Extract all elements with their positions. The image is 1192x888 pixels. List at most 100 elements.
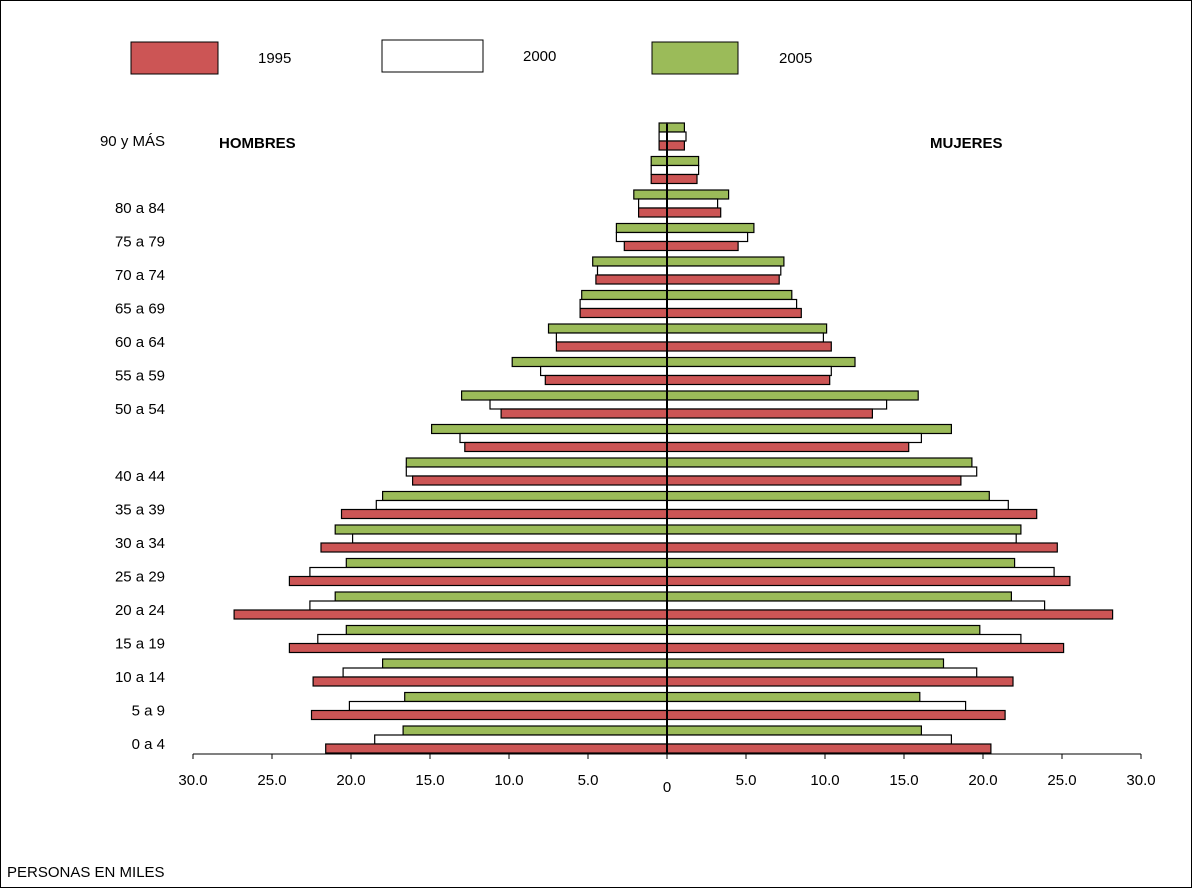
- legend-label-2000: 2000: [523, 48, 556, 65]
- bar-mujeres-2005-16: [666, 189, 730, 200]
- bar-mujeres-1995-16: [666, 207, 722, 218]
- bar-mujeres-2000-7: [666, 499, 1009, 511]
- x-tick-label: 30.0: [1126, 772, 1155, 789]
- bar-mujeres-2000-0: [666, 734, 952, 745]
- bar-mujeres-2005-12: [666, 323, 828, 334]
- bar-mujeres-2000-11: [666, 365, 832, 377]
- bar-hombres-2005-6: [334, 524, 668, 535]
- x-tick-label: 5.0: [578, 772, 599, 789]
- x-tick-label: 25.0: [257, 772, 286, 789]
- bar-mujeres-1995-2: [666, 676, 1014, 687]
- category-label: 35 a 39: [115, 502, 165, 519]
- bar-hombres-2005-3: [345, 624, 668, 636]
- bar-hombres-2000-18: [658, 131, 668, 142]
- bar-hombres-2000-3: [317, 633, 668, 645]
- category-label: 75 a 79: [115, 234, 165, 251]
- bar-mujeres-1995-4: [666, 609, 1114, 620]
- bar-hombres-1995-10: [500, 408, 668, 419]
- bar-mujeres-1995-9: [666, 441, 910, 453]
- bar-hombres-2005-15: [615, 222, 668, 234]
- bar-mujeres-2000-13: [666, 298, 798, 310]
- bar-mujeres-2000-8: [666, 466, 978, 477]
- x-tick-label: 30.0: [178, 772, 207, 789]
- bar-mujeres-2000-9: [666, 432, 922, 444]
- bar-hombres-2000-14: [596, 265, 668, 276]
- bar-mujeres-2000-3: [666, 633, 1022, 645]
- x-tick-label: 15.0: [889, 772, 918, 789]
- bar-mujeres-2005-9: [666, 423, 952, 435]
- bar-hombres-1995-14: [595, 274, 668, 285]
- bar-hombres-2000-10: [489, 399, 668, 410]
- bar-mujeres-1995-1: [666, 709, 1006, 721]
- bar-hombres-2000-5: [309, 566, 668, 578]
- bar-mujeres-1995-14: [666, 274, 780, 285]
- bar-hombres-2005-18: [658, 122, 668, 133]
- legend-label-2005: 2005: [779, 50, 812, 67]
- bar-mujeres-2005-18: [666, 122, 685, 133]
- bar-mujeres-1995-15: [666, 240, 739, 252]
- bar-hombres-1995-3: [288, 642, 668, 654]
- bar-hombres-2000-0: [374, 734, 668, 745]
- category-label: 90 y MÁS: [100, 133, 165, 150]
- bar-mujeres-2005-10: [666, 390, 919, 401]
- bar-mujeres-1995-17: [666, 173, 698, 185]
- category-label: 40 a 44: [115, 468, 165, 485]
- bar-mujeres-2000-17: [666, 164, 700, 176]
- bar-hombres-2005-2: [382, 658, 668, 669]
- bar-hombres-1995-9: [464, 441, 668, 453]
- category-label: 0 a 4: [132, 736, 165, 753]
- x-tick-label: 5.0: [736, 772, 757, 789]
- x-tick-label: 10.0: [494, 772, 523, 789]
- category-label: 80 a 84: [115, 200, 165, 217]
- bar-mujeres-2000-6: [666, 533, 1017, 544]
- category-label: 70 a 74: [115, 267, 165, 284]
- bar-hombres-2005-4: [334, 591, 668, 602]
- bar-hombres-1995-17: [650, 173, 668, 185]
- bar-hombres-2000-1: [348, 700, 668, 712]
- bar-hombres-1995-1: [310, 709, 668, 721]
- bar-mujeres-2005-3: [666, 624, 981, 636]
- category-label: 30 a 34: [115, 535, 165, 552]
- bar-mujeres-2005-15: [666, 222, 755, 234]
- bar-hombres-2000-4: [309, 600, 668, 611]
- bar-hombres-1995-2: [312, 676, 668, 687]
- bar-hombres-2005-14: [592, 256, 668, 267]
- bar-hombres-2005-9: [431, 423, 668, 435]
- bar-mujeres-2005-0: [666, 725, 922, 736]
- bar-hombres-2005-8: [405, 457, 668, 468]
- bar-mujeres-2005-4: [666, 591, 1012, 602]
- bar-mujeres-2005-14: [666, 256, 785, 267]
- bar-hombres-1995-6: [320, 542, 668, 553]
- bar-mujeres-2005-13: [666, 289, 793, 301]
- bar-hombres-1995-12: [555, 341, 668, 352]
- bar-hombres-2000-17: [650, 164, 668, 176]
- bar-hombres-2005-16: [633, 189, 668, 200]
- bar-mujeres-2000-1: [666, 700, 967, 712]
- bar-mujeres-2000-12: [666, 332, 824, 343]
- bar-hombres-2005-12: [547, 323, 668, 334]
- category-label: 10 a 14: [115, 669, 165, 686]
- x-tick-label: 20.0: [336, 772, 365, 789]
- bar-hombres-2000-9: [459, 432, 668, 444]
- bar-mujeres-2005-8: [666, 457, 973, 468]
- bar-mujeres-2000-18: [666, 131, 687, 142]
- bar-hombres-2005-0: [402, 725, 668, 736]
- units-label: PERSONAS EN MILES: [7, 864, 165, 881]
- bar-hombres-2005-1: [404, 691, 668, 703]
- bar-mujeres-1995-11: [666, 374, 831, 386]
- bar-hombres-1995-15: [623, 240, 668, 252]
- bar-mujeres-2000-10: [666, 399, 888, 410]
- bar-mujeres-1995-5: [666, 575, 1071, 587]
- bar-hombres-2005-7: [382, 490, 668, 502]
- bar-hombres-1995-18: [658, 140, 668, 151]
- bar-hombres-2005-17: [650, 155, 668, 167]
- x-tick-label: 15.0: [415, 772, 444, 789]
- bar-hombres-1995-0: [325, 743, 668, 754]
- category-label: 55 a 59: [115, 368, 165, 385]
- x-axis: 30.0 25.0 20.0 15.0 10.0 5.0 0 5.0 10.0 15.0 20.0 2…: [178, 753, 1156, 796]
- bar-mujeres-2000-2: [666, 667, 978, 678]
- bar-hombres-1995-5: [288, 575, 668, 587]
- bar-mujeres-2005-17: [666, 155, 700, 167]
- bar-mujeres-1995-10: [666, 408, 873, 419]
